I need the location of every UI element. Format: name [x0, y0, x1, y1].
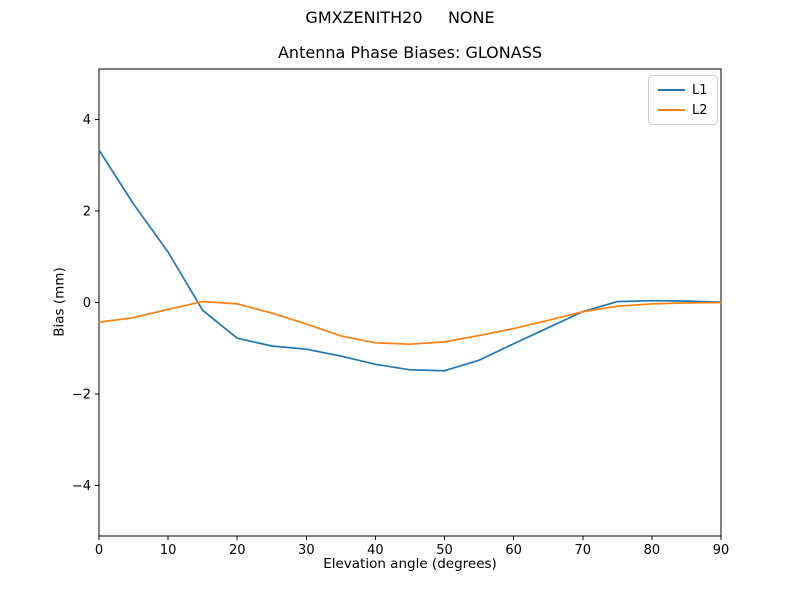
series-line-l2 — [98, 300, 722, 346]
legend: L1 L2 — [648, 75, 718, 125]
x-tick-label: 90 — [713, 543, 730, 558]
y-axis-label: Bias (mm) — [51, 267, 68, 337]
legend-line-swatch-l1 — [658, 89, 685, 91]
y-tick-label: −2 — [72, 388, 91, 403]
legend-line-swatch-l2 — [658, 109, 685, 111]
x-tick-label: 0 — [95, 543, 103, 558]
axes-frame — [98, 68, 722, 537]
y-tick-label: −4 — [72, 479, 91, 494]
x-tick-label: 50 — [436, 543, 453, 558]
y-tick-label: 2 — [83, 204, 91, 219]
figure-suptitle: GMXZENITH20 NONE — [305, 8, 495, 27]
legend-item-l1: L1 — [658, 80, 708, 100]
y-tick-label: 4 — [83, 113, 91, 128]
legend-label: L1 — [692, 82, 708, 98]
x-tick-label: 30 — [298, 543, 315, 558]
x-tick-label: 10 — [160, 543, 177, 558]
x-tick-label: 70 — [575, 543, 592, 558]
x-tick-label: 20 — [229, 543, 246, 558]
legend-item-l2: L2 — [658, 100, 708, 120]
legend-label: L2 — [692, 102, 708, 118]
axes-title: Antenna Phase Biases: GLONASS — [277, 43, 542, 62]
x-tick-label: 40 — [367, 543, 384, 558]
y-tick-label: 0 — [83, 296, 91, 311]
x-tick-label: 80 — [644, 543, 661, 558]
x-tick-label: 60 — [505, 543, 522, 558]
x-axis-label: Elevation angle (degrees) — [323, 556, 497, 572]
series-line-l1 — [98, 149, 722, 372]
